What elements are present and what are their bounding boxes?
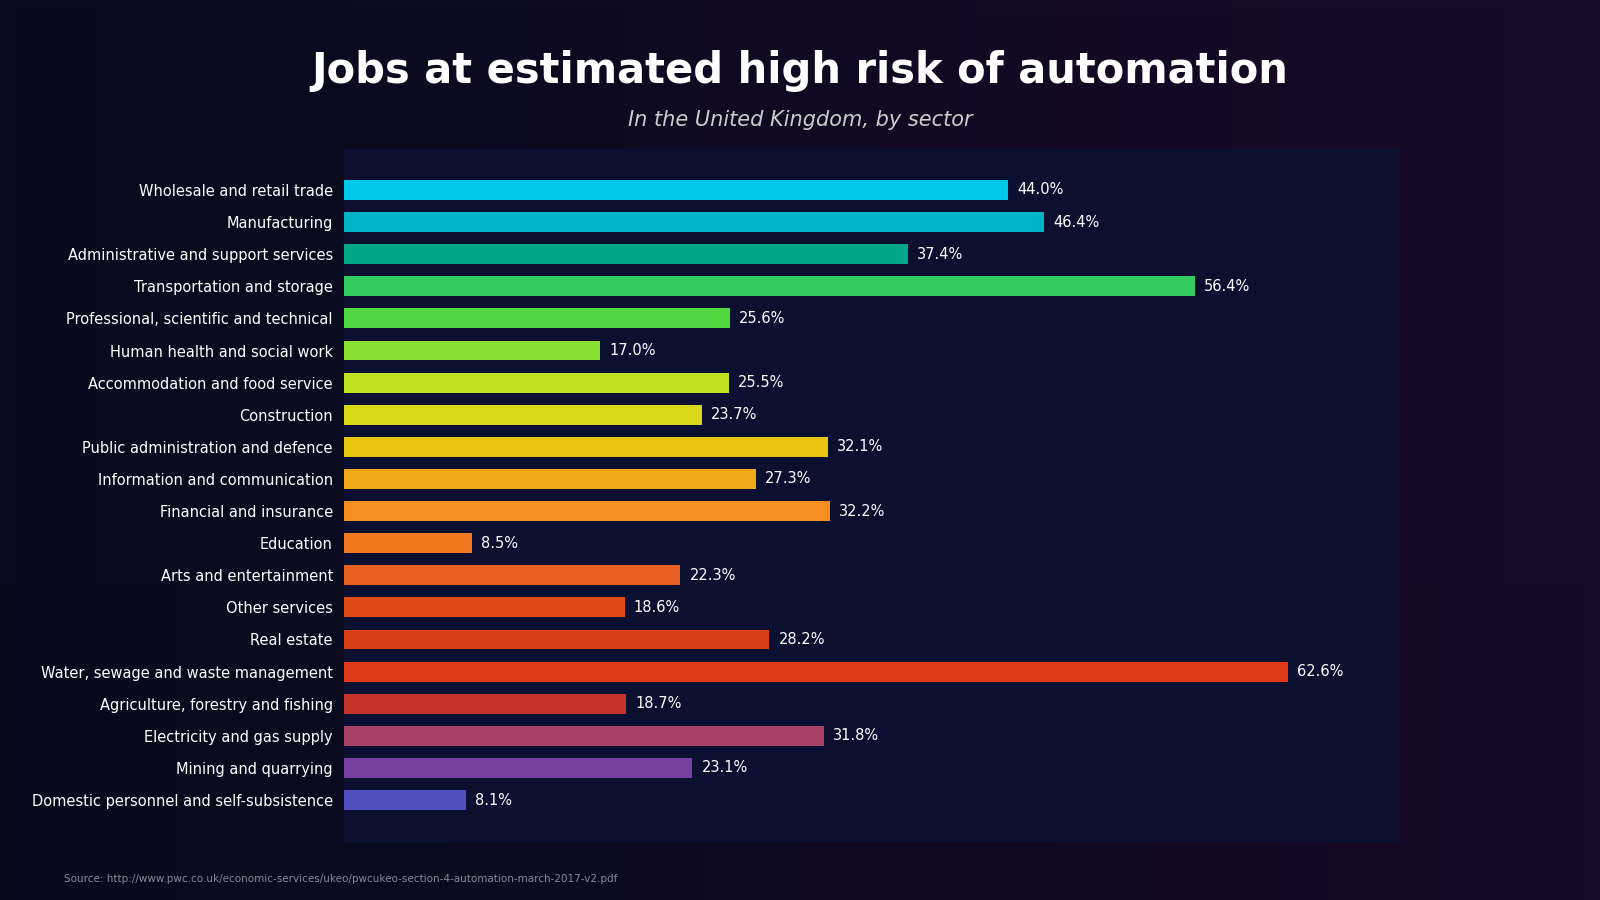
- Bar: [344, 405, 701, 425]
- Bar: [344, 565, 680, 585]
- Text: 17.0%: 17.0%: [610, 343, 656, 358]
- Text: 32.2%: 32.2%: [838, 504, 885, 518]
- Text: 25.6%: 25.6%: [739, 310, 786, 326]
- Bar: [344, 373, 728, 392]
- Bar: [344, 629, 770, 650]
- Text: 18.6%: 18.6%: [634, 600, 680, 615]
- Text: 8.5%: 8.5%: [482, 536, 518, 551]
- Bar: [344, 340, 600, 361]
- Text: 28.2%: 28.2%: [779, 632, 826, 647]
- Text: 22.3%: 22.3%: [690, 568, 736, 583]
- Bar: [344, 694, 626, 714]
- Bar: [344, 758, 693, 778]
- Text: 23.1%: 23.1%: [701, 760, 747, 776]
- Text: Jobs at estimated high risk of automation: Jobs at estimated high risk of automatio…: [312, 50, 1288, 92]
- Text: 32.1%: 32.1%: [837, 439, 883, 454]
- Text: 18.7%: 18.7%: [635, 697, 682, 711]
- Bar: [344, 180, 1008, 200]
- Bar: [344, 533, 472, 554]
- Bar: [344, 726, 824, 746]
- Text: 8.1%: 8.1%: [475, 793, 512, 807]
- Bar: [344, 309, 730, 328]
- Text: 27.3%: 27.3%: [765, 472, 811, 486]
- Text: Source: http://www.pwc.co.uk/economic-services/ukeo/pwcukeo-section-4-automation: Source: http://www.pwc.co.uk/economic-se…: [64, 874, 618, 884]
- Text: 46.4%: 46.4%: [1053, 214, 1099, 230]
- Bar: [344, 662, 1288, 681]
- Text: 25.5%: 25.5%: [738, 375, 784, 390]
- Bar: [344, 598, 624, 617]
- Text: 31.8%: 31.8%: [832, 728, 878, 743]
- Bar: [344, 469, 755, 489]
- Text: In the United Kingdom, by sector: In the United Kingdom, by sector: [627, 110, 973, 130]
- Text: 56.4%: 56.4%: [1203, 279, 1250, 293]
- Text: 62.6%: 62.6%: [1298, 664, 1344, 680]
- Bar: [344, 436, 829, 457]
- Bar: [344, 212, 1043, 232]
- Bar: [344, 501, 830, 521]
- Text: 37.4%: 37.4%: [917, 247, 963, 262]
- Bar: [344, 244, 909, 264]
- Text: 23.7%: 23.7%: [710, 407, 757, 422]
- Bar: [344, 276, 1195, 296]
- Text: 44.0%: 44.0%: [1018, 183, 1062, 197]
- Bar: [344, 790, 466, 810]
